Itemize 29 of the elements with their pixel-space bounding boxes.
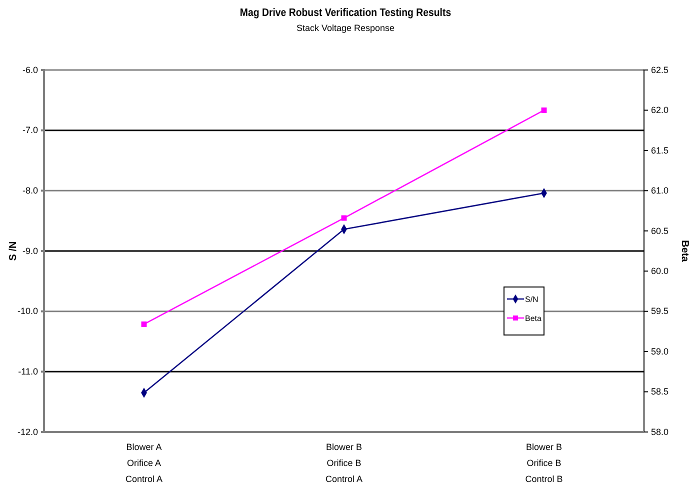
y2-tick-label: 61.0 bbox=[651, 186, 669, 196]
y2-tick-label: 60.5 bbox=[651, 226, 669, 236]
y-tick-label: -8.0 bbox=[22, 186, 38, 196]
legend-label: S/N bbox=[525, 295, 539, 304]
x-tick-label: Blower B Orifice B Control B bbox=[525, 442, 563, 484]
y2-tick-label: 58.0 bbox=[651, 426, 669, 437]
x-tick-label: Blower A Orifice A Control A bbox=[125, 442, 163, 484]
point bbox=[141, 321, 147, 327]
y-tick-label: -11.0 bbox=[18, 366, 38, 377]
y2-tick-label: 61.5 bbox=[651, 145, 669, 156]
y2-tick-label: 59.5 bbox=[651, 306, 669, 316]
point bbox=[541, 107, 547, 113]
legend-label: Beta bbox=[525, 314, 542, 323]
y-axis-title: S /N bbox=[8, 241, 19, 261]
y-tick-label: -7.0 bbox=[22, 125, 38, 136]
chart-subtitle: Stack Voltage Response bbox=[296, 23, 395, 33]
y-tick-label: -12.0 bbox=[17, 426, 38, 437]
chart-title: Mag Drive Robust Verification Testing Results bbox=[240, 8, 452, 20]
y-tick-label: -9.0 bbox=[22, 246, 38, 256]
y2-tick-label: 60.0 bbox=[651, 266, 669, 276]
point bbox=[341, 215, 347, 221]
y2-tick-label: 62.5 bbox=[651, 64, 669, 75]
y2-tick-label: 59.0 bbox=[651, 346, 669, 356]
y2-axis-title: Beta bbox=[679, 240, 690, 262]
y-tick-label: -10.0 bbox=[17, 306, 38, 316]
y-tick-label: -6.0 bbox=[22, 64, 38, 75]
y2-tick-label: 62.0 bbox=[651, 105, 669, 116]
y2-tick-label: 58.5 bbox=[651, 386, 669, 397]
x-tick-label: Blower B Orifice B Control A bbox=[325, 442, 363, 484]
